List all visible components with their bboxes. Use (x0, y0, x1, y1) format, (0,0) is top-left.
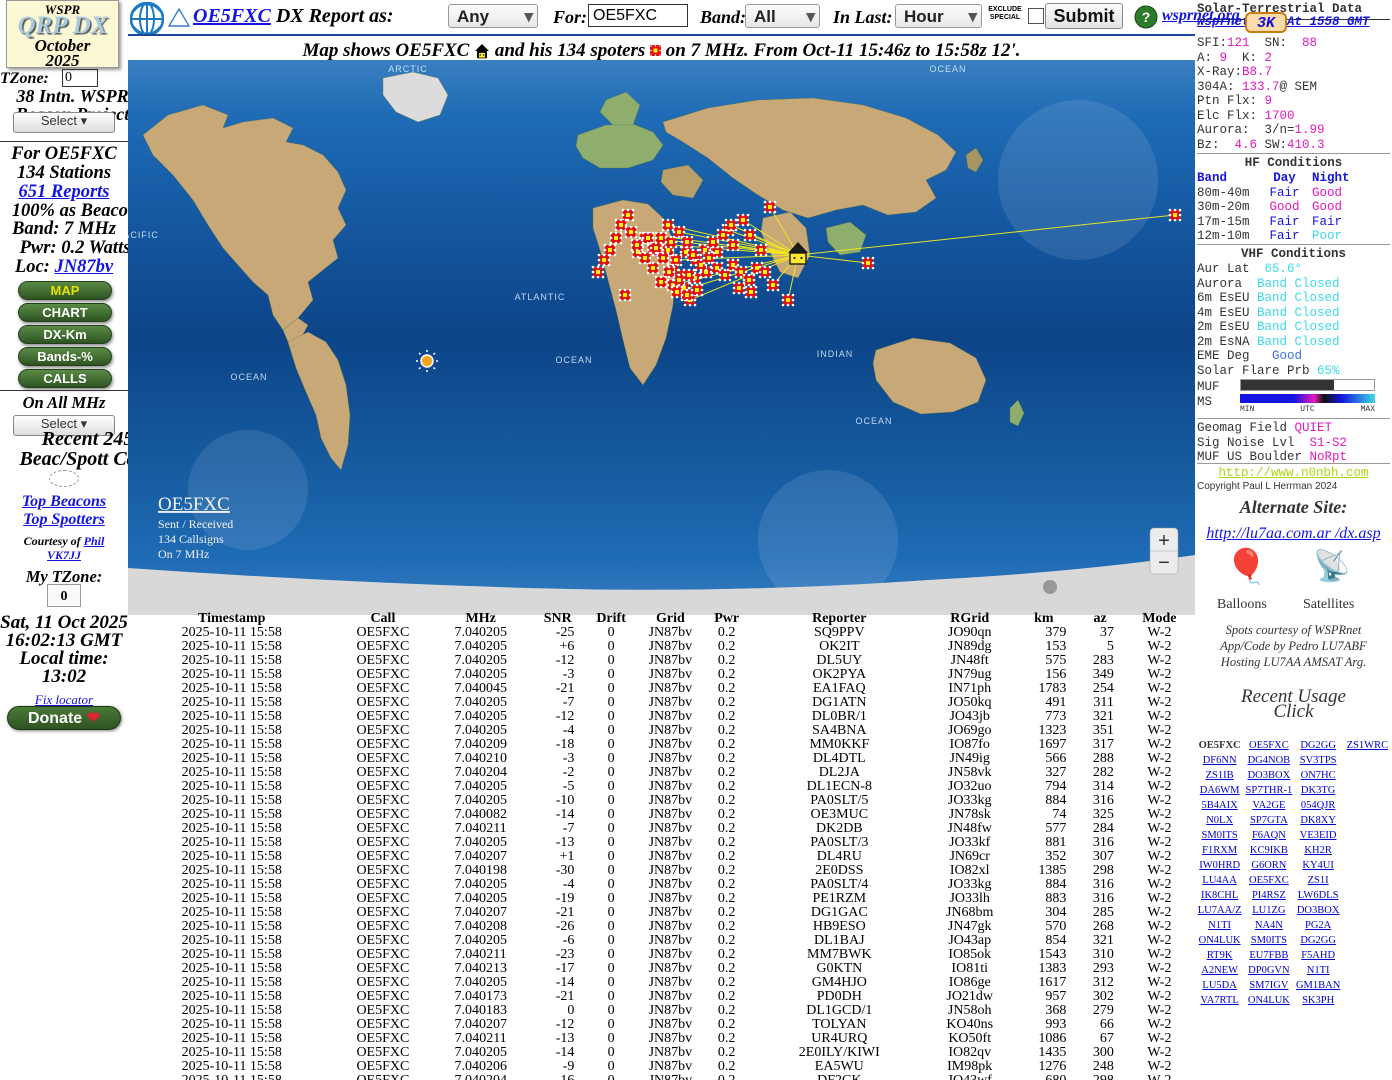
svg-text:−: − (1158, 552, 1170, 574)
svg-text:ATLANTIC: ATLANTIC (515, 292, 566, 302)
svg-text:OCEAN: OCEAN (929, 64, 966, 74)
svg-text:OE5FXC: OE5FXC (158, 494, 230, 515)
svg-text:OCEAN: OCEAN (230, 372, 267, 382)
svg-text:ARCTIC: ARCTIC (388, 64, 428, 74)
svg-text:OCEAN: OCEAN (855, 416, 892, 426)
svg-text:INDIAN: INDIAN (817, 349, 854, 359)
svg-text:Sent / Received: Sent / Received (158, 517, 233, 531)
svg-text:?: ? (1142, 9, 1151, 25)
svg-text:On 7 MHz: On 7 MHz (158, 547, 209, 561)
svg-text:PACIFIC: PACIFIC (128, 230, 159, 240)
svg-text:+: + (1158, 530, 1170, 552)
svg-text:134 Callsigns: 134 Callsigns (158, 532, 224, 546)
svg-text:OCEAN: OCEAN (555, 355, 592, 365)
